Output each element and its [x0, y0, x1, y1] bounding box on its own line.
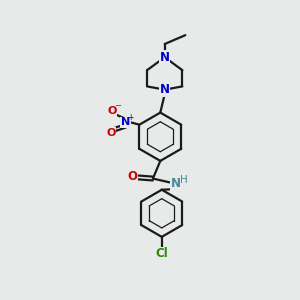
Text: N: N: [160, 51, 170, 64]
Text: O: O: [127, 170, 137, 183]
Text: H: H: [180, 175, 188, 185]
Text: −: −: [114, 101, 121, 110]
Text: +: +: [128, 113, 134, 122]
Text: N: N: [171, 177, 181, 190]
Text: Cl: Cl: [155, 247, 168, 260]
Text: N: N: [121, 117, 130, 127]
Text: O: O: [107, 106, 116, 116]
Text: O: O: [106, 128, 116, 138]
Text: N: N: [160, 83, 170, 96]
